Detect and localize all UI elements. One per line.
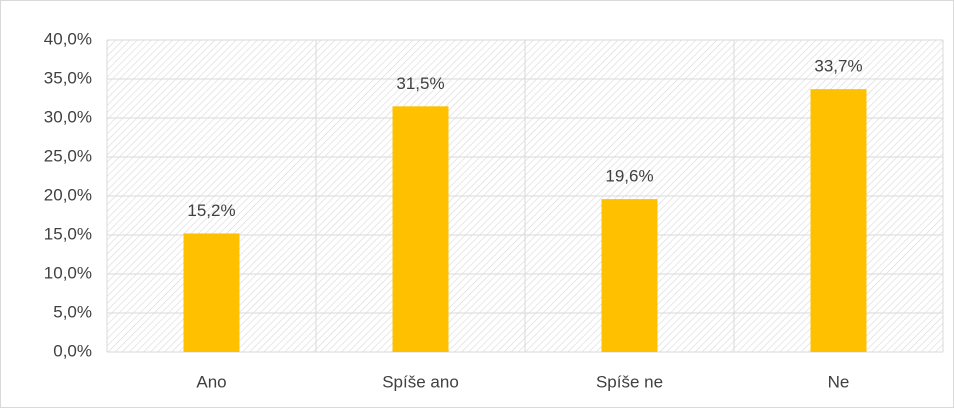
- bar: [810, 89, 867, 352]
- data-label: 33,7%: [814, 57, 862, 76]
- y-tick-label: 15,0%: [44, 224, 92, 243]
- data-label: 31,5%: [396, 74, 444, 93]
- bar: [183, 233, 240, 352]
- y-tick-label: 0,0%: [53, 341, 92, 360]
- y-tick-label: 35,0%: [44, 68, 92, 87]
- data-label: 19,6%: [605, 167, 653, 186]
- x-tick-label: Spíše ne: [596, 372, 663, 391]
- y-tick-label: 30,0%: [44, 107, 92, 126]
- x-tick-label: Spíše ano: [382, 372, 459, 391]
- bar: [392, 106, 449, 352]
- y-tick-label: 10,0%: [44, 263, 92, 282]
- y-tick-label: 20,0%: [44, 185, 92, 204]
- y-tick-label: 40,0%: [44, 29, 92, 48]
- y-tick-label: 25,0%: [44, 146, 92, 165]
- data-label: 15,2%: [187, 201, 235, 220]
- x-tick-label: Ne: [828, 372, 850, 391]
- y-tick-label: 5,0%: [53, 302, 92, 321]
- x-tick-label: Ano: [196, 372, 226, 391]
- bar: [601, 199, 658, 352]
